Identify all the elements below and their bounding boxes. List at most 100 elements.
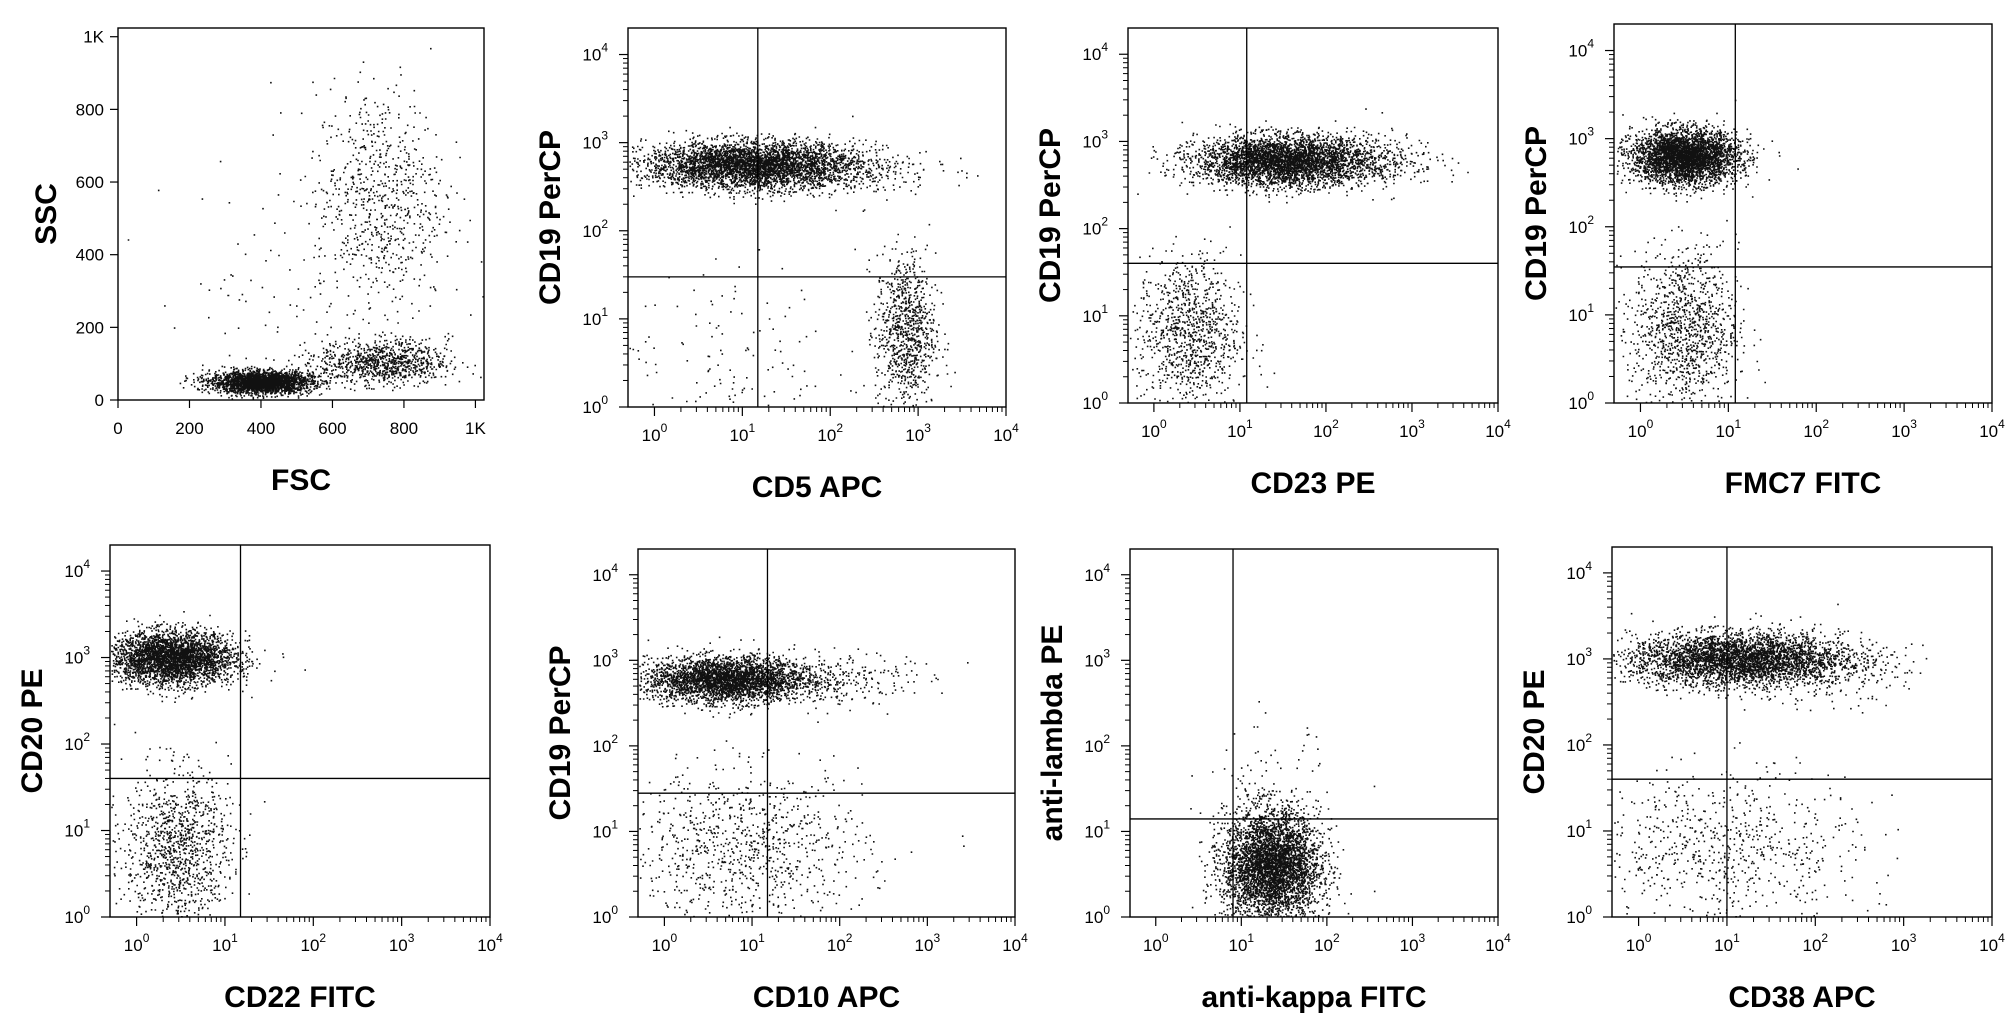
x-tick-label: 102 (817, 421, 843, 445)
y-tick-label: 103 (1082, 127, 1108, 151)
y-tick-label: 104 (582, 41, 608, 65)
y-tick-label: 102 (1566, 731, 1592, 755)
y-axis-label: CD20 PE (1518, 669, 1551, 794)
x-tick-label: 101 (1716, 417, 1742, 441)
x-tick-label: 104 (993, 421, 1019, 445)
x-tick-label: 104 (477, 931, 503, 955)
y-tick-label: 100 (592, 903, 618, 927)
x-tick-label: 103 (1399, 417, 1425, 441)
y-tick-label: 0 (95, 391, 104, 410)
y-tick-label: 100 (1082, 389, 1108, 413)
scatter-points-population-4 (127, 112, 484, 395)
y-tick-label: 102 (64, 730, 90, 754)
x-tick-label: 104 (1979, 417, 2005, 441)
scatter-points-population-1 (1190, 748, 1376, 918)
plot-frame (1611, 546, 1993, 918)
y-axis-label: CD19 PerCP (534, 130, 567, 305)
x-tick-label: 102 (1314, 931, 1340, 955)
scatter-panel-1: 00 200 200 400 400 600 600 800 800 1K 1K FSC SSC (30, 27, 486, 497)
x-axis-label: anti-kappa FITC (1201, 981, 1426, 1014)
y-axis-label: CD19 PerCP (1520, 126, 1553, 301)
y-tick-label: 102 (1568, 213, 1594, 237)
x-tick-label: 101 (739, 931, 765, 955)
y-tick-label: 104 (64, 557, 90, 581)
scatter-points-population-2 (275, 333, 482, 392)
y-tick-label: 102 (1084, 732, 1110, 756)
y-tick-label: 101 (1566, 817, 1592, 841)
x-tick-label: 101 (1227, 417, 1253, 441)
y-tick-label: 101 (64, 817, 90, 841)
x-tick-label: 104 (1485, 931, 1511, 955)
y-tick-label: 102 (592, 732, 618, 756)
x-tick-label: 100 (1143, 931, 1169, 955)
y-tick-label: 103 (1568, 125, 1594, 149)
scatter-points-population-2 (111, 681, 266, 918)
y-tick-label: 102 (1082, 215, 1108, 239)
scatter-points-population-1 (1148, 108, 1469, 204)
y-tick-label: 104 (1568, 37, 1594, 61)
y-tick-label: 104 (1082, 40, 1108, 64)
y-tick-label: 103 (1566, 645, 1592, 669)
x-tick-label: 100 (1628, 417, 1654, 441)
scatter-panel-2: 100 100 101 101 102 102 103 103 104 104 CD5 APC CD1… (534, 27, 1019, 504)
plot-frame (637, 548, 1016, 918)
x-tick-label: 102 (1803, 417, 1829, 441)
y-axis-label: CD19 PerCP (1034, 128, 1067, 303)
x-tick-label: 100 (652, 931, 678, 955)
x-tick-label: 104 (1002, 931, 1028, 955)
scatter-points-population-2 (1129, 193, 1276, 404)
x-tick-label: 103 (905, 421, 931, 445)
y-tick-label: 100 (582, 393, 608, 417)
x-axis-label: FMC7 FITC (1725, 467, 1882, 500)
y-tick-label: 100 (64, 903, 90, 927)
x-tick-label: 102 (1802, 931, 1828, 955)
y-tick-label: 200 (76, 318, 104, 337)
y-tick-label: 100 (1568, 389, 1594, 413)
x-tick-label: 101 (730, 421, 756, 445)
x-tick-label: 103 (1891, 931, 1917, 955)
scatter-points-population-1 (1613, 603, 1928, 701)
x-tick-label: 100 (124, 931, 150, 955)
x-tick-label: 102 (1313, 417, 1339, 441)
scatter-panel-8: 100 100 101 101 102 102 103 103 104 104 CD38 APC CD… (1518, 546, 2005, 1014)
scatter-points-population-2 (1615, 219, 1766, 404)
scatter-panel-6: 100 100 101 101 102 102 103 103 104 104 CD10 APC CD… (544, 548, 1028, 1014)
x-tick-label: 104 (1485, 417, 1511, 441)
scatter-points-population-3 (629, 249, 854, 407)
y-tick-label: 400 (76, 246, 104, 265)
y-tick-label: 104 (592, 561, 618, 585)
x-tick-label: 0 (113, 419, 122, 438)
scatter-panel-4: 100 100 101 101 102 102 103 103 104 104 FMC7 FITC C… (1520, 23, 2005, 500)
y-tick-label: 103 (592, 646, 618, 670)
y-axis-label: SSC (30, 183, 63, 245)
y-tick-label: 104 (1084, 561, 1110, 585)
x-tick-label: 100 (1626, 931, 1652, 955)
x-axis-label: CD23 PE (1250, 467, 1375, 500)
scatter-points-population-3 (718, 636, 969, 715)
y-tick-label: 100 (1084, 903, 1110, 927)
y-tick-label: 101 (592, 817, 618, 841)
y-tick-label: 101 (1084, 817, 1110, 841)
scatter-panel-5: 100 100 101 101 102 102 103 103 104 104 CD22 FITC C… (16, 544, 503, 1014)
y-axis-label: CD19 PerCP (544, 645, 577, 820)
plot-frame (1129, 548, 1499, 918)
scatter-points-population-2 (854, 190, 956, 408)
y-tick-label: 101 (1082, 302, 1108, 326)
scatter-panel-7: 100 100 101 101 102 102 103 103 104 104 anti-kappa… (1036, 548, 1511, 1014)
x-tick-label: 103 (1891, 417, 1917, 441)
plot-frame (117, 27, 485, 401)
x-tick-label: 200 (175, 419, 203, 438)
y-tick-label: 104 (1566, 559, 1592, 583)
x-axis-label: CD5 APC (752, 471, 883, 504)
x-tick-label: 101 (1714, 931, 1740, 955)
y-tick-label: 103 (64, 644, 90, 668)
plot-frame (1613, 23, 1993, 404)
x-tick-label: 102 (300, 931, 326, 955)
scatter-panel-3: 100 100 101 101 102 102 103 103 104 104 CD23 PE CD1… (1034, 27, 1511, 500)
x-tick-label: 103 (1400, 931, 1426, 955)
plot-frame (109, 544, 491, 918)
x-tick-label: 100 (642, 421, 668, 445)
x-tick-label: 103 (389, 931, 415, 955)
y-axis-label: anti-lambda PE (1036, 625, 1069, 842)
x-tick-label: 102 (827, 931, 853, 955)
